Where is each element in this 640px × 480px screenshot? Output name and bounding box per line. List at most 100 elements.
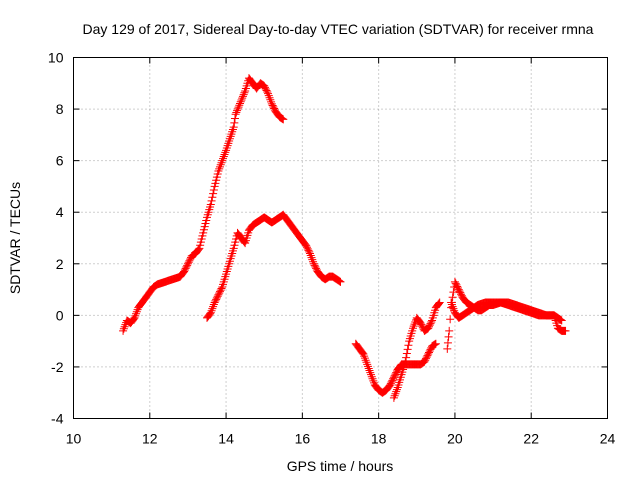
data-point (401, 357, 410, 366)
data-point (265, 93, 274, 102)
x-tick-label: 18 (371, 431, 387, 447)
y-tick-label: 4 (56, 204, 64, 220)
data-point (368, 374, 377, 383)
data-point (446, 315, 455, 324)
data-point (219, 154, 228, 163)
data-point (410, 320, 419, 329)
x-tick-label: 24 (600, 431, 616, 447)
data-point (236, 99, 245, 108)
data-point (207, 306, 216, 315)
data-point (404, 341, 413, 350)
data-point (447, 300, 456, 309)
data-point (263, 88, 272, 97)
data-point (209, 300, 218, 309)
data-point (240, 88, 249, 97)
data-point (447, 298, 456, 307)
data-point (215, 162, 224, 171)
data-point (208, 193, 217, 202)
data-point (360, 352, 369, 361)
x-tick-label: 20 (447, 431, 463, 447)
data-point (277, 114, 286, 123)
data-point (237, 95, 246, 104)
y-axis-ticks: -4 -2 0 2 4 6 8 10 (48, 50, 608, 427)
data-point (443, 344, 452, 353)
data-point (266, 95, 275, 104)
data-point (430, 340, 439, 349)
data-point (131, 311, 140, 320)
data-point (556, 315, 565, 324)
data-point (119, 326, 128, 335)
data-point (367, 370, 376, 379)
data-point (434, 300, 443, 309)
data-point (129, 315, 138, 324)
data-point (216, 160, 225, 169)
x-axis-ticks: 10 12 14 16 18 20 22 24 (66, 57, 616, 447)
series-2 (203, 210, 345, 322)
data-marks (119, 74, 570, 402)
data-point (434, 299, 443, 308)
data-point (361, 356, 370, 365)
data-point (214, 166, 223, 175)
data-point (230, 114, 239, 123)
data-point (232, 108, 241, 117)
x-tick-label: 10 (66, 431, 82, 447)
y-tick-label: 8 (56, 101, 64, 117)
data-point (449, 288, 458, 297)
data-point (230, 118, 239, 127)
series-3 (351, 339, 440, 397)
data-point (119, 324, 128, 333)
data-point (238, 94, 247, 103)
data-point (362, 358, 371, 367)
data-point (392, 387, 401, 396)
data-point (132, 307, 141, 316)
data-point (366, 368, 375, 377)
data-point (363, 360, 372, 369)
x-tick-label: 22 (523, 431, 539, 447)
data-point (236, 97, 245, 106)
data-point (363, 362, 372, 371)
data-point (132, 309, 141, 318)
data-point (267, 97, 276, 106)
data-point (402, 349, 411, 358)
data-point (278, 114, 287, 123)
data-point (561, 326, 570, 335)
series-6 (447, 298, 570, 335)
data-point (444, 332, 453, 341)
data-point (306, 251, 315, 260)
data-point (360, 354, 369, 363)
data-point (207, 196, 216, 205)
series-1 (119, 74, 288, 335)
data-point (392, 385, 401, 394)
x-tick-label: 12 (142, 431, 158, 447)
data-point (220, 150, 229, 159)
data-point (231, 110, 240, 119)
data-point (403, 345, 412, 354)
y-tick-label: -2 (51, 359, 64, 375)
data-point (194, 245, 203, 254)
data-point (367, 372, 376, 381)
data-point (305, 247, 314, 256)
series-4 (389, 298, 444, 402)
y-tick-label: 10 (48, 50, 64, 66)
data-point (364, 364, 373, 373)
data-point (427, 318, 436, 327)
data-point (238, 92, 247, 101)
data-point (209, 302, 218, 311)
data-point (390, 391, 399, 400)
data-point (264, 91, 273, 100)
data-point (233, 106, 242, 115)
data-point (309, 257, 318, 266)
data-point (218, 156, 227, 165)
data-point (556, 315, 565, 324)
data-point (209, 186, 218, 195)
data-point (357, 347, 366, 356)
data-point (239, 90, 248, 99)
data-point (408, 324, 417, 333)
data-point (206, 200, 215, 209)
data-point (369, 376, 378, 385)
data-point (217, 284, 226, 293)
data-point (308, 255, 317, 264)
y-axis-label: SDTVAR / TECUs (7, 182, 23, 294)
data-point (336, 277, 345, 286)
data-point (279, 115, 288, 124)
